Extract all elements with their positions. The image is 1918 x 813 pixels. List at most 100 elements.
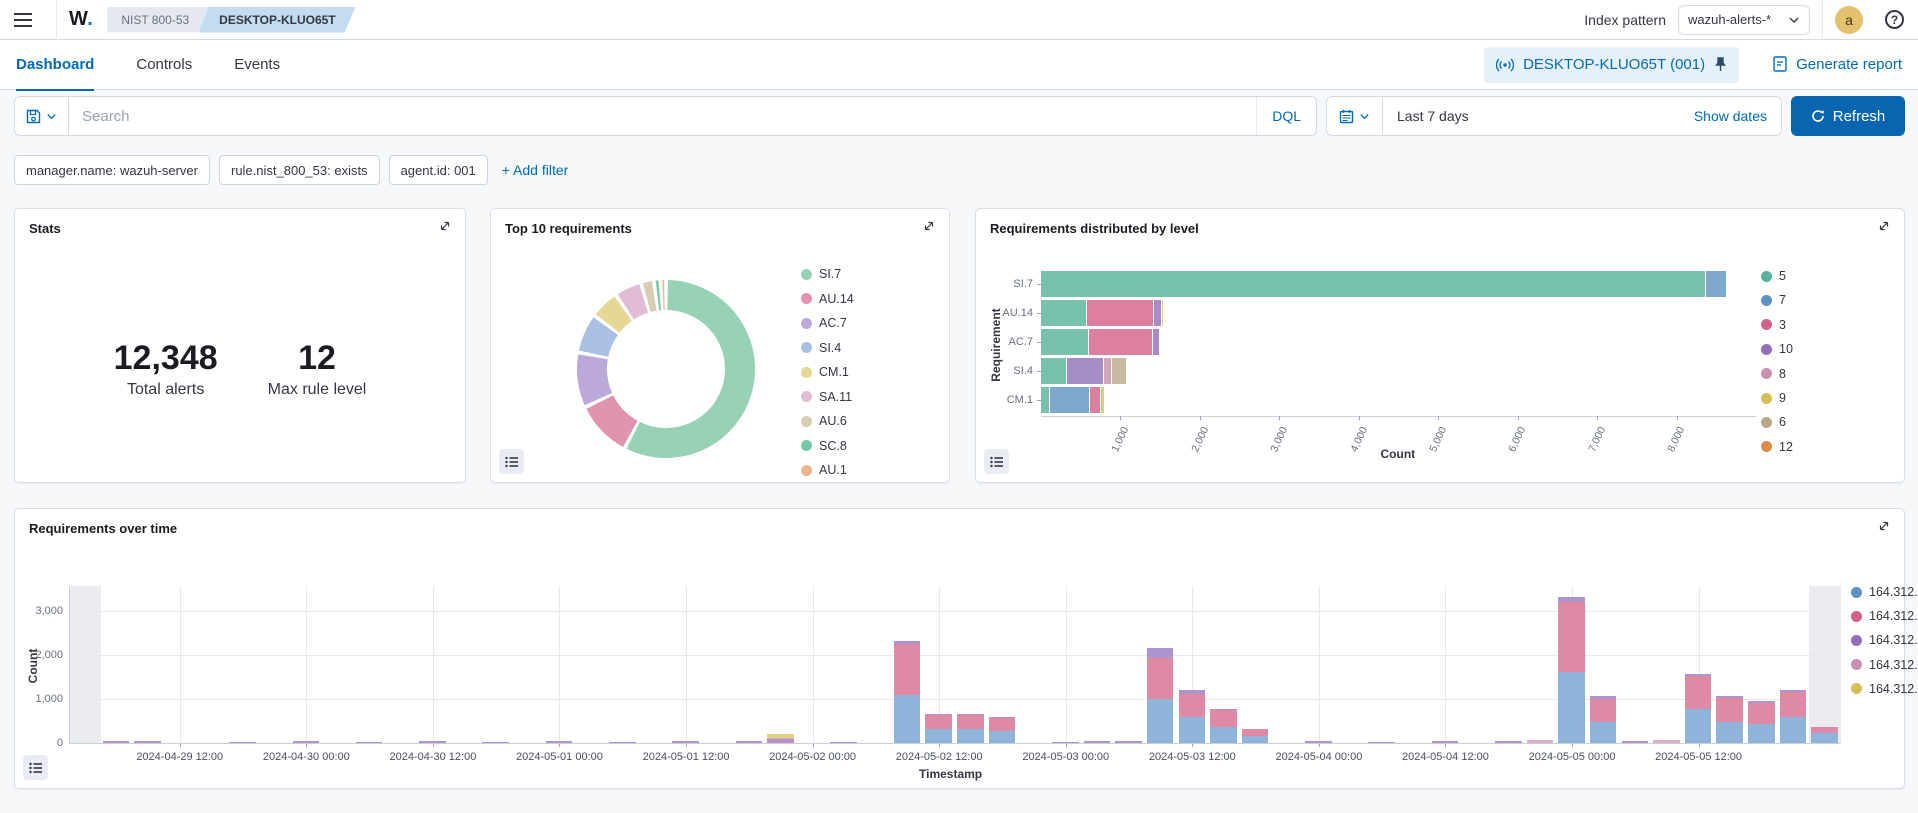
add-filter-button[interactable]: + Add filter [502, 162, 569, 178]
bar-segment-164.312.b[interactable] [103, 741, 130, 743]
filter-pill-nist[interactable]: rule.nist_800_53: exists [219, 155, 380, 185]
bar-segment-164.312.b[interactable] [1558, 597, 1585, 602]
bar-segment-164.312.b[interactable] [894, 641, 921, 645]
bar-segment-164.312.b[interactable] [1368, 742, 1395, 743]
bar-segment-164.312.b[interactable] [989, 717, 1016, 718]
legend-item[interactable]: SI.7 [801, 267, 841, 281]
bar-segment-level-3[interactable] [1089, 329, 1152, 355]
legend-item[interactable]: CM.1 [801, 365, 849, 379]
bar-segment-164.312.c.1[interactable] [1748, 724, 1775, 743]
breadcrumb-module[interactable]: NIST 800-53 [107, 7, 209, 33]
bar-segment-164.312.c.1[interactable] [925, 729, 952, 743]
search-input[interactable]: Search [69, 108, 1256, 125]
generate-report-button[interactable]: Generate report [1773, 56, 1902, 73]
tab-dashboard[interactable]: Dashboard [16, 40, 94, 90]
bar-segment-164.312.b[interactable] [482, 742, 509, 743]
calendar-button[interactable] [1327, 97, 1383, 135]
legend-item[interactable]: 10 [1761, 342, 1793, 356]
bar-segment-164.312.c.2[interactable] [767, 742, 794, 743]
bar-segment-164.312.b[interactable] [1147, 648, 1174, 658]
bar-segment-164.312.c.2[interactable] [1179, 694, 1206, 718]
bar-segment-level-9[interactable] [1101, 387, 1103, 413]
bar-segment-164.312.e.1[interactable] [767, 734, 794, 738]
legend-item[interactable]: 164.312.a.2.IV [1851, 658, 1918, 672]
legend-item[interactable]: 164.312.c.1 [1851, 585, 1918, 599]
bar-segment-164.312.c.1[interactable] [1716, 722, 1743, 743]
bar-segment-164.312.b[interactable] [546, 741, 573, 743]
bar-segment-level-5[interactable] [1041, 329, 1088, 355]
bar-segment-164.312.c.2[interactable] [1210, 710, 1237, 726]
time-range-value[interactable]: Last 7 days [1383, 108, 1680, 124]
bar-segment-164.312.c.2[interactable] [1748, 703, 1775, 724]
legend-item[interactable]: 3 [1761, 318, 1786, 332]
refresh-button[interactable]: Refresh [1791, 96, 1905, 136]
bar-segment-164.312.c.1[interactable] [894, 695, 921, 743]
bar-segment-164.312.b[interactable] [767, 739, 794, 742]
bar-segment-164.312.b[interactable] [1305, 741, 1332, 743]
bar-segment-level-3[interactable] [1090, 387, 1100, 413]
bar-segment-164.312.c.2[interactable] [989, 718, 1016, 730]
legend-item[interactable]: 5 [1761, 269, 1786, 283]
bar-segment-164.312.b[interactable] [736, 741, 763, 743]
bar-segment-164.312.b[interactable] [672, 741, 699, 743]
bar-segment-164.312.b[interactable] [229, 742, 256, 743]
show-dates-button[interactable]: Show dates [1680, 108, 1781, 124]
bar-segment-164.312.b[interactable] [134, 741, 161, 743]
bar-segment-level-9[interactable] [1162, 300, 1163, 326]
bar-segment-164.312.b[interactable] [356, 742, 383, 743]
bar-segment-level-5[interactable] [1041, 271, 1705, 297]
bar-segment-164.312.b[interactable] [925, 714, 952, 715]
bar-segment-164.312.b[interactable] [1210, 709, 1237, 711]
saved-queries-button[interactable] [15, 97, 69, 135]
legend-item[interactable]: SA.11 [801, 390, 852, 404]
bar-segment-164.312.c.2[interactable] [1590, 699, 1617, 723]
legend-item[interactable]: 164.312.c.2 [1851, 609, 1918, 623]
bar-segment-164.312.c.1[interactable] [1210, 727, 1237, 743]
legend-item[interactable]: 9 [1761, 391, 1786, 405]
bar-segment-164.312.c.2[interactable] [1685, 676, 1712, 709]
bar-segment-164.312.c.2[interactable] [1716, 698, 1743, 722]
bar-segment-164.312.b[interactable] [1115, 741, 1142, 743]
bar-segment-164.312.c.2[interactable] [1558, 602, 1585, 671]
bar-segment-164.312.c.1[interactable] [1242, 736, 1269, 743]
donut-slice-SC.8[interactable] [656, 280, 661, 310]
bar-segment-164.312.a.2.IV[interactable] [1527, 740, 1554, 743]
filter-pill-manager[interactable]: manager.name: wazuh-server [14, 155, 210, 185]
donut-slice-AC.7[interactable] [577, 354, 612, 405]
agent-badge[interactable]: DESKTOP-KLUO65T (001) [1484, 47, 1739, 83]
bar-segment-164.312.c.1[interactable] [1558, 672, 1585, 743]
legend-item[interactable]: 12 [1761, 440, 1793, 454]
donut-slice-AU.14[interactable] [586, 395, 637, 447]
bar-segment-164.312.c.2[interactable] [1147, 658, 1174, 700]
bar-segment-level-5[interactable] [1041, 300, 1086, 326]
legend-item[interactable]: 7 [1761, 293, 1786, 307]
bar-segment-164.312.c.1[interactable] [1685, 709, 1712, 743]
bar-segment-164.312.a.2.IV[interactable] [1653, 740, 1680, 743]
bar-segment-164.312.b[interactable] [609, 742, 636, 743]
bar-segment-164.312.c.2[interactable] [925, 715, 952, 730]
bar-segment-164.312.b[interactable] [1590, 696, 1617, 698]
legend-item[interactable]: AU.14 [801, 292, 854, 306]
bar-segment-164.312.c.1[interactable] [1590, 722, 1617, 743]
bar-segment-level-10[interactable] [1067, 358, 1103, 384]
bar-segment-164.312.b[interactable] [293, 741, 320, 743]
legend-item[interactable]: SI.4 [801, 341, 841, 355]
bar-segment-level-6[interactable] [1112, 358, 1126, 384]
legend-toggle-button[interactable] [499, 449, 524, 474]
bar-segment-164.312.a.2.IV[interactable] [767, 738, 794, 739]
donut-slice-AU.1[interactable] [662, 280, 664, 310]
legend-item[interactable]: 8 [1761, 367, 1786, 381]
bar-segment-164.312.c.2[interactable] [1811, 727, 1838, 733]
bar-segment-164.312.b[interactable] [1179, 690, 1206, 694]
bar-segment-164.312.b[interactable] [1052, 742, 1079, 743]
index-pattern-select[interactable]: wazuh-alerts-* [1678, 5, 1810, 35]
bar-segment-164.312.b[interactable] [830, 742, 857, 743]
legend-toggle-button[interactable] [23, 755, 48, 780]
bar-segment-164.312.c.2[interactable] [1780, 692, 1807, 717]
menu-icon[interactable] [14, 5, 44, 35]
bar-segment-164.312.c.2[interactable] [1242, 729, 1269, 736]
filter-pill-agent[interactable]: agent.id: 001 [389, 155, 488, 185]
bar-segment-164.312.b[interactable] [1748, 701, 1775, 703]
bar-segment-164.312.c.1[interactable] [1179, 717, 1206, 743]
bar-segment-164.312.c.2[interactable] [957, 715, 984, 730]
